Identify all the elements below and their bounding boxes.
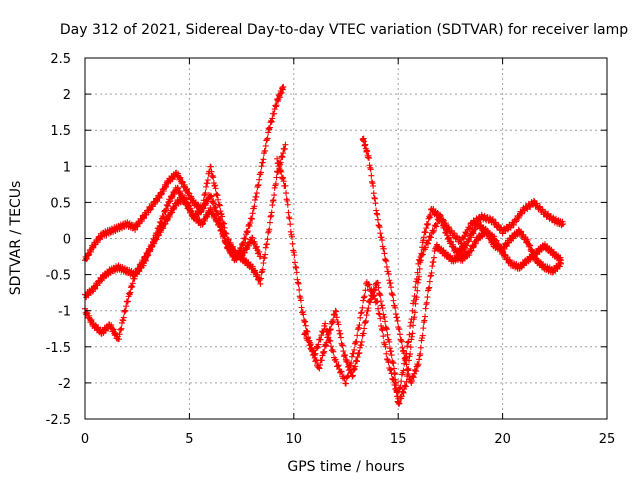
y-tick-label: -2: [58, 377, 71, 392]
y-tick-label: -0.5: [46, 269, 71, 284]
y-tick-label: -2.5: [46, 413, 71, 428]
y-tick-label: 1: [63, 160, 71, 175]
y-tick-label: -1: [58, 305, 71, 320]
x-tick-label: 20: [494, 432, 511, 447]
y-axis-ticks: 2.5 2 1.5 1 0.5 0 -0.5 -1 -1.5 -2 -2.5: [46, 52, 607, 428]
x-tick-label: 10: [286, 432, 303, 447]
series-track-7: [457, 226, 565, 276]
y-axis-label: SDTVAR / TECUs: [8, 181, 24, 296]
series-layer: [82, 83, 567, 407]
x-tick-label: 25: [599, 432, 616, 447]
chart-title: Day 312 of 2021, Sidereal Day-to-day VTE…: [60, 22, 628, 38]
y-tick-label: 2.5: [50, 52, 71, 67]
series-markers: [82, 83, 287, 264]
series-markers: [82, 141, 289, 301]
y-tick-label: 1.5: [50, 124, 71, 139]
series-markers: [301, 197, 567, 402]
series-track-6: [301, 197, 567, 402]
y-tick-label: 0.5: [50, 196, 71, 211]
x-tick-label: 5: [185, 432, 193, 447]
y-tick-label: -1.5: [46, 341, 71, 356]
x-tick-label: 0: [81, 432, 89, 447]
y-tick-label: 2: [63, 88, 71, 103]
series-markers: [457, 226, 565, 276]
x-axis-label: GPS time / hours: [287, 459, 404, 475]
y-tick-label: 0: [63, 233, 71, 248]
series-track-2: [82, 141, 289, 301]
x-axis-ticks: 0 5 10 15 20 25: [81, 58, 615, 447]
x-tick-label: 15: [390, 432, 407, 447]
series-track-1: [82, 83, 287, 264]
